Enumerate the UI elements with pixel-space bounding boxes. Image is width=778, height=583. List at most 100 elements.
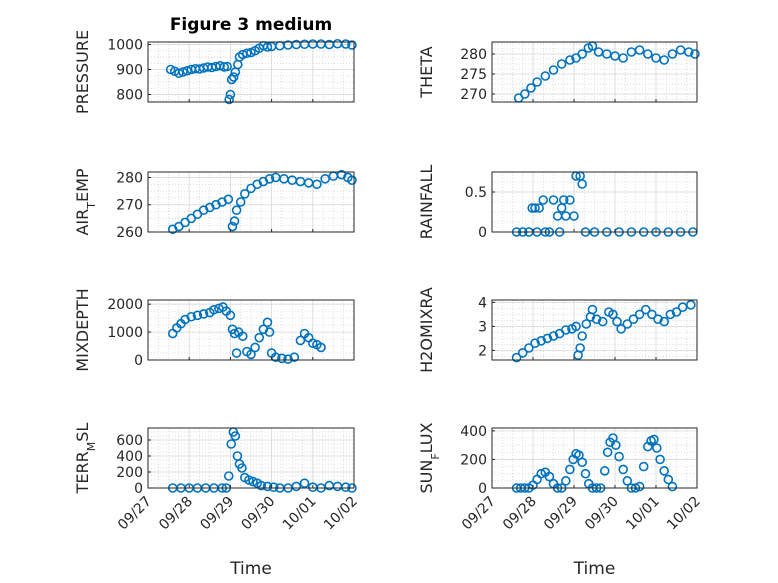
data-point: [647, 309, 657, 320]
data-point: [262, 317, 273, 328]
x-tick-label: 10/01: [280, 494, 320, 534]
data-point: [526, 83, 536, 93]
data-point: [524, 343, 534, 353]
data-point: [659, 55, 670, 65]
x-tick-label: 10/01: [623, 494, 663, 534]
data-point: [540, 71, 551, 81]
y-tick-label: 0: [134, 353, 143, 369]
data-point: [268, 482, 279, 493]
data-point: [683, 47, 694, 57]
y-tick-label: 270: [116, 198, 143, 214]
data-point: [659, 466, 670, 476]
y-axis-label: MIXDEPTH: [73, 288, 92, 371]
data-point: [560, 325, 571, 335]
data-point: [686, 299, 696, 310]
y-axis-label: TERRMSL: [73, 423, 98, 495]
data-point: [602, 447, 613, 458]
data-point: [198, 309, 209, 319]
x-tick-label: 09/29: [197, 494, 237, 534]
y-tick-label: 260: [116, 225, 143, 241]
data-point: [250, 342, 260, 353]
data-point: [618, 464, 629, 475]
data-point: [663, 474, 674, 485]
data-point: [611, 440, 621, 450]
data-point: [224, 94, 234, 105]
data-point: [225, 310, 236, 321]
data-point: [534, 203, 544, 213]
data-point: [289, 352, 300, 363]
y-tick-label: 2000: [107, 297, 143, 313]
data-point: [671, 307, 682, 317]
x-tick-label: 09/28: [156, 494, 196, 534]
data-point: [178, 67, 188, 77]
data-point: [652, 443, 662, 453]
axes-box: [147, 41, 355, 103]
data-point: [242, 48, 252, 59]
data-point: [571, 321, 581, 332]
data-point: [262, 42, 273, 52]
data-point: [532, 77, 542, 87]
data-point: [536, 335, 547, 346]
data-point: [237, 331, 248, 342]
y-tick-label: 2: [478, 343, 487, 359]
data-point: [565, 464, 575, 475]
y-axis-label: RAINFALL: [417, 165, 436, 240]
data-point: [577, 179, 588, 189]
data-point: [591, 314, 602, 325]
data-point: [653, 314, 663, 325]
y-tick-label: 0.5: [465, 185, 487, 201]
data-point: [320, 174, 330, 184]
data-point: [225, 89, 236, 100]
x-tick-label: 09/30: [239, 494, 279, 534]
data-point: [608, 309, 618, 320]
data-point: [642, 49, 653, 59]
subplot-4: 0 0.5 RAINFALL: [417, 165, 698, 241]
data-point: [226, 74, 237, 85]
y-tick-label: 600: [116, 433, 143, 449]
data-point: [655, 454, 665, 465]
data-point: [649, 434, 659, 445]
data-point: [254, 332, 265, 343]
data-point: [295, 335, 306, 346]
subplot-2: 270 275 280 THETA: [417, 41, 700, 103]
data-point: [235, 197, 246, 207]
data-point: [237, 463, 247, 473]
data-point: [222, 61, 232, 72]
figure-title: Figure 3 medium: [170, 15, 332, 35]
y-tick-label: 200: [116, 465, 143, 481]
y-tick-label: 800: [116, 88, 143, 104]
data-point: [230, 431, 241, 441]
subplot-6: 2 3 4 H2OMIXRA: [417, 287, 698, 373]
data-point: [577, 49, 588, 59]
data-point: [622, 476, 633, 486]
data-point: [223, 194, 234, 205]
data-point: [299, 478, 310, 489]
data-point: [542, 333, 553, 344]
data-point: [264, 327, 275, 337]
data-point: [215, 60, 225, 71]
data-point: [614, 451, 624, 462]
data-point: [246, 349, 256, 360]
y-tick-label: 280: [116, 170, 143, 186]
x-tick-label: 09/28: [500, 494, 540, 534]
x-tick-label: 09/27: [459, 494, 499, 534]
y-tick-label: 0: [478, 481, 487, 497]
x-tick-label: 09/30: [582, 494, 622, 534]
y-tick-label: 280: [460, 47, 487, 63]
data-point: [538, 195, 549, 205]
data-point: [174, 68, 184, 79]
y-tick-label: 275: [460, 67, 487, 83]
data-point: [618, 53, 629, 63]
data-point: [283, 354, 293, 364]
data-point: [640, 304, 651, 315]
data-point: [628, 314, 639, 325]
data-point: [634, 309, 645, 320]
x-tick-label: 09/27: [115, 494, 155, 534]
y-tick-label: 1000: [107, 38, 143, 54]
x-tick-label: 10/02: [664, 494, 704, 534]
data-point: [517, 347, 528, 358]
data-point: [240, 189, 250, 199]
data-point: [307, 338, 318, 349]
axes-box: [491, 299, 698, 361]
